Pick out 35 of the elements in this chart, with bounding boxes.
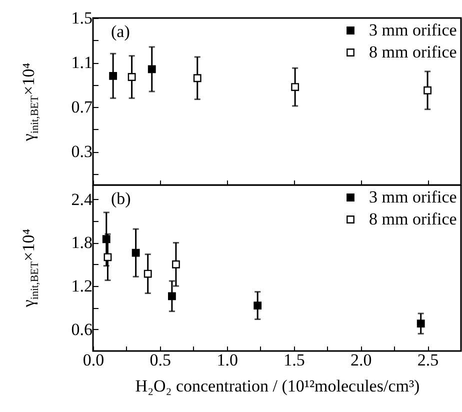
point [193, 74, 202, 82]
x-tick-label: 1.0 [216, 350, 238, 370]
point [172, 260, 180, 268]
annotation: (b) [111, 189, 131, 208]
x-tick-label: 2.0 [350, 350, 372, 370]
x-tick-label: 0.5 [150, 350, 172, 370]
y-tick-label: 1.8 [71, 233, 92, 252]
point [104, 253, 112, 262]
legend-label: 3 mm orifice [369, 20, 457, 40]
point [148, 65, 156, 74]
point [128, 73, 136, 81]
legend-label: 8 mm orifice [369, 210, 457, 228]
point [416, 320, 425, 328]
y-tick-label: 1.5 [71, 8, 92, 28]
y-tick-label: 0.3 [71, 142, 92, 162]
x-tick-label: 1.5 [284, 350, 305, 370]
y-tick-label: 1.2 [71, 276, 92, 296]
legend-label: 8 mm orifice [369, 42, 457, 62]
y-tick-label: 2.4 [71, 190, 93, 209]
point [291, 83, 300, 91]
point [254, 302, 262, 310]
y-tick-label: 1.1 [71, 53, 92, 72]
point [132, 248, 140, 257]
legend-label: 3 mm orifice [369, 188, 457, 206]
point [144, 270, 152, 278]
point [102, 235, 110, 244]
point [109, 72, 118, 80]
x-tick-label: 2.5 [417, 350, 439, 370]
point [168, 292, 176, 300]
x-axis-title: H₂O₂ concentration / (10¹²molecules/cm³) [135, 376, 420, 396]
y-tick-label: 0.7 [71, 98, 93, 117]
x-tick-label: 0.0 [82, 350, 104, 370]
annotation: (a) [111, 22, 130, 41]
y-tick-label: 0.6 [71, 320, 92, 339]
point [424, 86, 432, 94]
